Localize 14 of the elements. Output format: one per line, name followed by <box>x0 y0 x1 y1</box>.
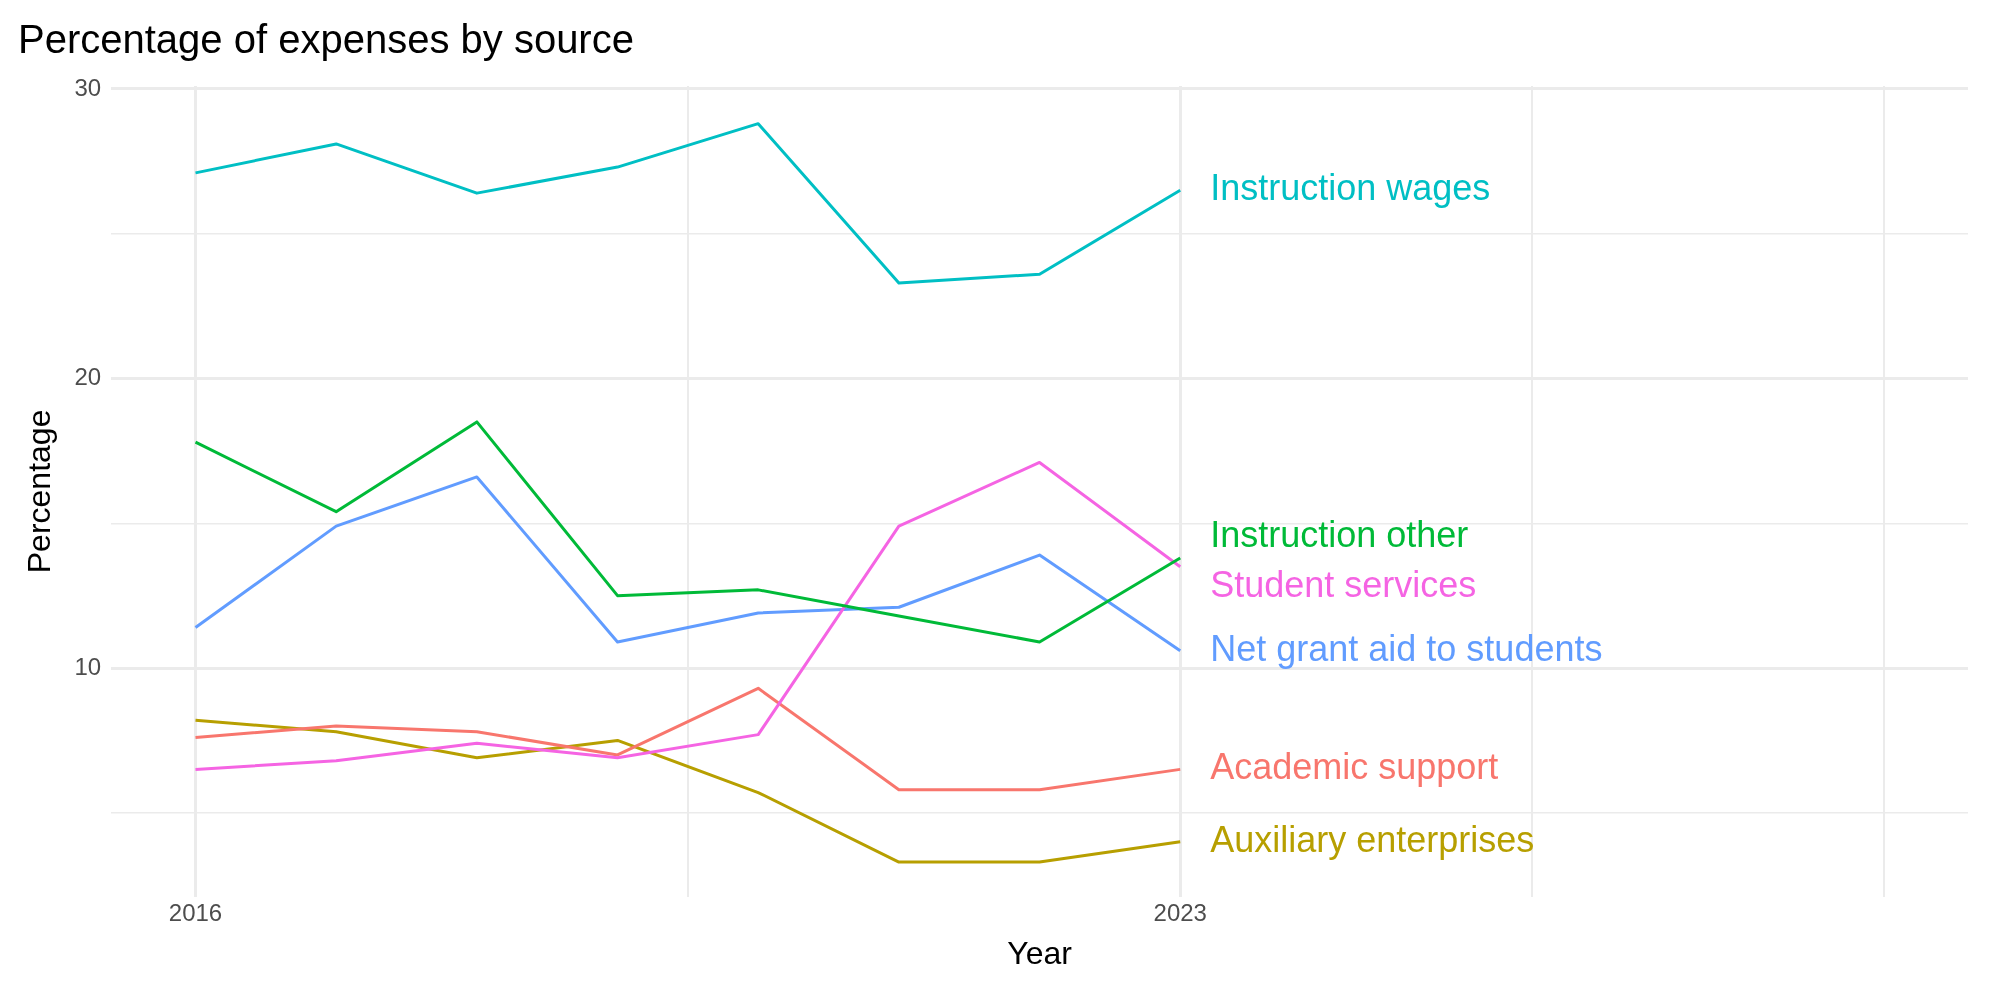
series-label: Instruction wages <box>1210 167 1491 209</box>
y-tick-label: 30 <box>74 73 102 101</box>
y-tick-label: 10 <box>74 652 102 680</box>
x-tick-label: 2023 <box>1153 898 1207 926</box>
series-label: Academic support <box>1210 746 1499 788</box>
series-label: Student services <box>1210 564 1477 606</box>
series-label: Instruction other <box>1210 514 1469 556</box>
x-tick-label: 2016 <box>168 898 223 926</box>
series-label: Auxiliary enterprises <box>1210 818 1535 860</box>
series-label: Net grant aid to students <box>1210 627 1603 669</box>
y-axis-title: Percentage <box>21 409 58 574</box>
y-tick-label: 20 <box>74 363 102 391</box>
x-axis-title: Year <box>1007 934 1073 971</box>
chart-title: Percentage of expenses by source <box>18 17 634 62</box>
